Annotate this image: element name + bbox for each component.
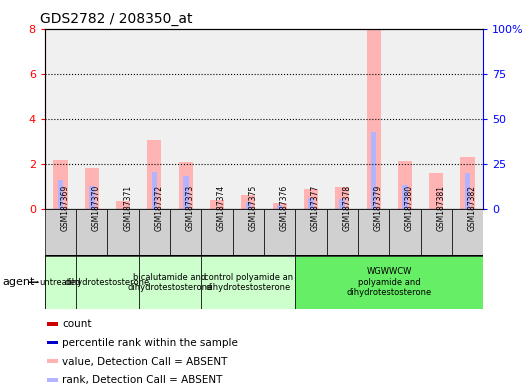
Bar bbox=[45, 209, 76, 255]
Bar bbox=[272, 203, 287, 209]
Text: untreated: untreated bbox=[40, 278, 81, 287]
Bar bbox=[246, 202, 251, 209]
Bar bbox=[241, 195, 256, 209]
Bar bbox=[201, 256, 295, 309]
Text: GSM187376: GSM187376 bbox=[280, 185, 289, 232]
Text: bicalutamide and
dihydrotestosterone: bicalutamide and dihydrotestosterone bbox=[127, 273, 213, 292]
Text: control polyamide an
dihydrotestosterone: control polyamide an dihydrotestosterone bbox=[204, 273, 293, 292]
Bar bbox=[76, 256, 139, 309]
Text: dihydrotestosterone: dihydrotestosterone bbox=[65, 278, 150, 287]
Text: value, Detection Call = ABSENT: value, Detection Call = ABSENT bbox=[62, 356, 228, 367]
Bar bbox=[366, 29, 381, 209]
Bar bbox=[402, 185, 408, 209]
Text: GSM187369: GSM187369 bbox=[61, 185, 70, 232]
Bar bbox=[340, 199, 345, 209]
Bar bbox=[452, 209, 483, 255]
Bar bbox=[210, 200, 224, 209]
Bar bbox=[398, 161, 412, 209]
Bar bbox=[47, 359, 58, 363]
Bar bbox=[335, 187, 350, 209]
Bar bbox=[233, 209, 264, 255]
Bar bbox=[183, 176, 188, 209]
Bar bbox=[264, 209, 295, 255]
Text: GDS2782 / 208350_at: GDS2782 / 208350_at bbox=[41, 12, 193, 26]
Text: GSM187379: GSM187379 bbox=[374, 185, 383, 232]
Text: GSM187381: GSM187381 bbox=[436, 185, 445, 232]
Bar bbox=[53, 160, 68, 209]
Bar bbox=[108, 209, 139, 255]
Text: GSM187378: GSM187378 bbox=[342, 185, 351, 232]
Text: GSM187372: GSM187372 bbox=[154, 185, 164, 232]
Bar bbox=[465, 173, 470, 209]
Bar bbox=[45, 256, 76, 309]
Text: WGWWCW
polyamide and
dihydrotestosterone: WGWWCW polyamide and dihydrotestosterone bbox=[346, 267, 432, 297]
Bar bbox=[170, 209, 201, 255]
Text: GSM187375: GSM187375 bbox=[248, 185, 257, 232]
Bar bbox=[178, 162, 193, 209]
Text: GSM187374: GSM187374 bbox=[217, 185, 226, 232]
Bar bbox=[47, 378, 58, 382]
Bar bbox=[358, 209, 389, 255]
Bar bbox=[58, 180, 63, 209]
Bar bbox=[152, 172, 157, 209]
Text: GSM187371: GSM187371 bbox=[123, 185, 132, 232]
Bar bbox=[389, 209, 420, 255]
Bar bbox=[420, 209, 452, 255]
Bar bbox=[429, 173, 443, 209]
Bar bbox=[47, 341, 58, 344]
Bar bbox=[201, 209, 233, 255]
Bar bbox=[89, 186, 95, 209]
Text: GSM187373: GSM187373 bbox=[186, 185, 195, 232]
Bar bbox=[295, 256, 483, 309]
Text: rank, Detection Call = ABSENT: rank, Detection Call = ABSENT bbox=[62, 375, 222, 384]
Text: agent: agent bbox=[3, 277, 35, 287]
Text: count: count bbox=[62, 319, 91, 329]
Bar bbox=[139, 256, 201, 309]
Bar bbox=[327, 209, 358, 255]
Bar bbox=[277, 205, 282, 209]
Text: GSM187377: GSM187377 bbox=[311, 185, 320, 232]
Text: GSM187380: GSM187380 bbox=[405, 185, 414, 232]
Bar bbox=[47, 322, 58, 326]
Bar bbox=[147, 141, 162, 209]
Bar bbox=[85, 167, 99, 209]
Bar bbox=[371, 132, 376, 209]
Text: GSM187370: GSM187370 bbox=[92, 185, 101, 232]
Bar bbox=[76, 209, 108, 255]
Bar bbox=[295, 209, 327, 255]
Text: percentile rank within the sample: percentile rank within the sample bbox=[62, 338, 238, 348]
Bar bbox=[304, 189, 318, 209]
Bar bbox=[139, 209, 170, 255]
Bar bbox=[116, 201, 130, 209]
Bar bbox=[460, 157, 475, 209]
Text: GSM187382: GSM187382 bbox=[467, 185, 476, 232]
Bar bbox=[308, 197, 314, 209]
